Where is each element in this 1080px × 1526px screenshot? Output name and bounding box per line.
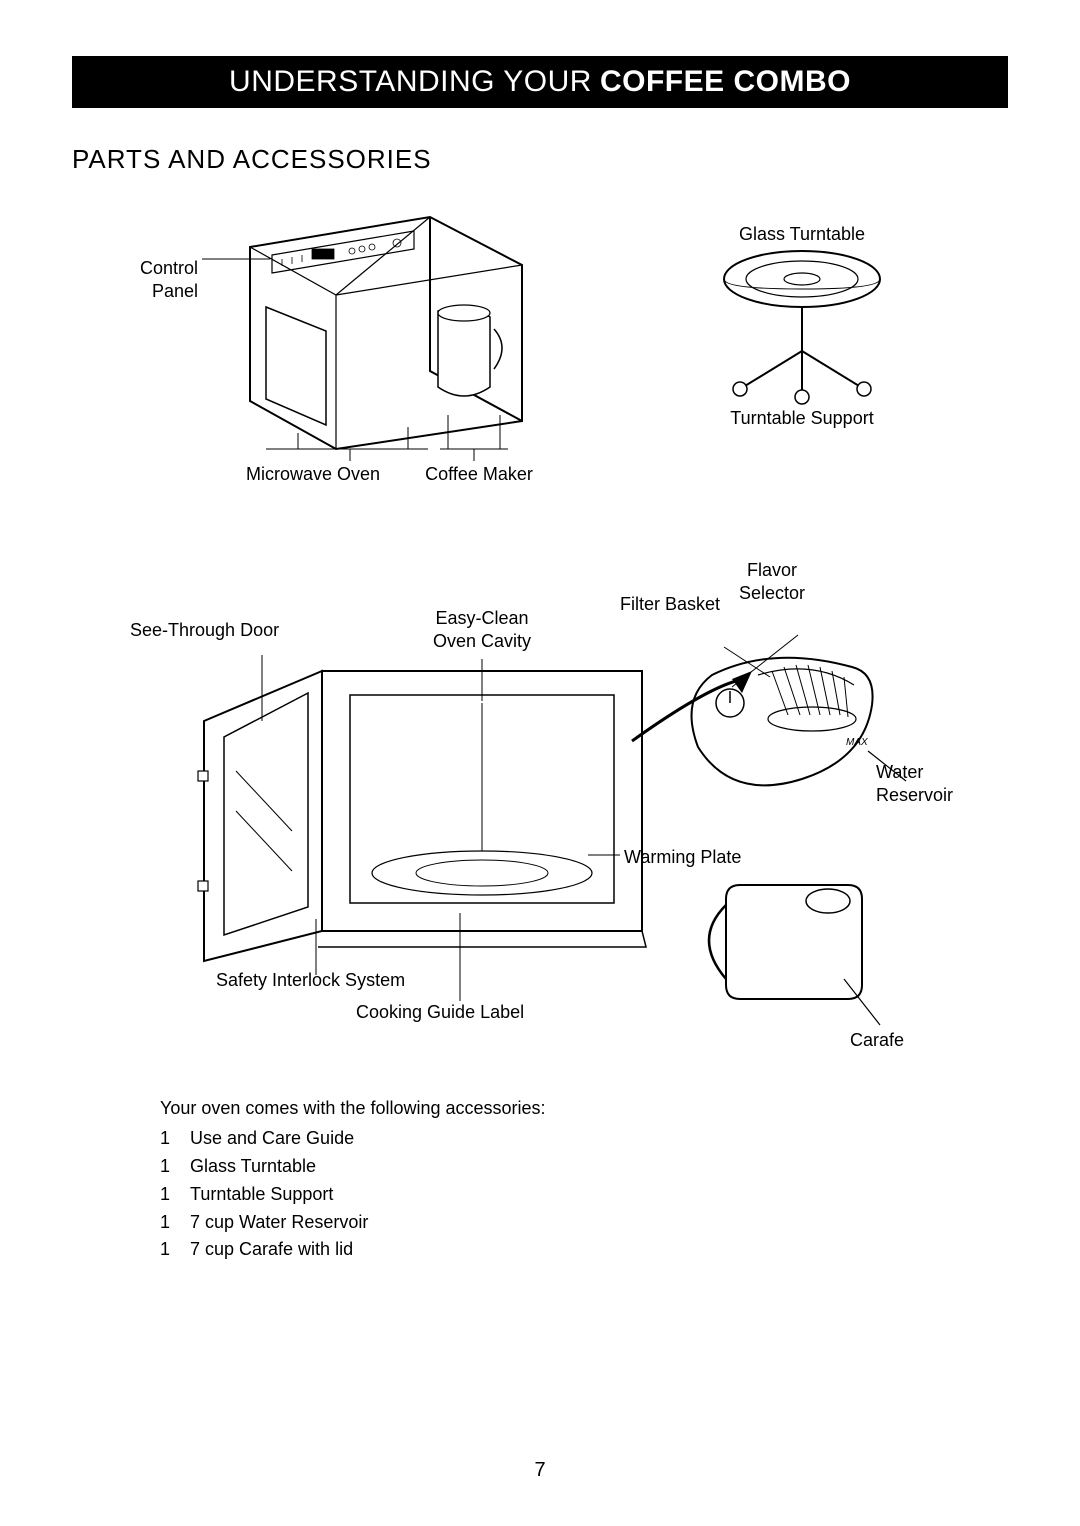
label-see-through-door: See-Through Door (130, 619, 279, 642)
label-easy-clean: Easy-CleanOven Cavity (402, 607, 562, 652)
unit-open-illustration: MAX (112, 631, 972, 1061)
label-coffee-maker: Coffee Maker (404, 463, 554, 486)
accessory-qty: 1 (160, 1125, 190, 1153)
svg-text:MAX: MAX (846, 737, 868, 748)
accessory-name: Use and Care Guide (190, 1125, 368, 1153)
accessory-row: 17 cup Carafe with lid (160, 1236, 368, 1264)
label-flavor-selector: FlavorSelector (722, 559, 822, 604)
accessory-qty: 1 (160, 1236, 190, 1264)
accessory-qty: 1 (160, 1209, 190, 1237)
accessory-row: 1Use and Care Guide (160, 1125, 368, 1153)
accessory-qty: 1 (160, 1181, 190, 1209)
label-filter-basket: Filter Basket (620, 593, 720, 616)
accessory-row: 17 cup Water Reservoir (160, 1209, 368, 1237)
header-banner: UNDERSTANDING YOUR COFFEE COMBO (72, 56, 1008, 108)
accessory-qty: 1 (160, 1153, 190, 1181)
label-warming-plate: Warming Plate (624, 846, 741, 869)
label-water-reservoir: WaterReservoir (876, 761, 986, 806)
accessory-name: Turntable Support (190, 1181, 368, 1209)
label-microwave-oven: Microwave Oven (228, 463, 398, 486)
label-glass-turntable: Glass Turntable (690, 223, 914, 246)
section-title: PARTS AND ACCESSORIES (72, 144, 1008, 175)
page-number: 7 (0, 1459, 1080, 1482)
label-carafe: Carafe (850, 1029, 904, 1052)
accessories-table: 1Use and Care Guide 1Glass Turntable 1Tu… (160, 1125, 368, 1264)
accessory-row: 1Turntable Support (160, 1181, 368, 1209)
accessory-name: 7 cup Carafe with lid (190, 1236, 368, 1264)
unit-exterior-illustration (202, 201, 542, 491)
accessory-name: Glass Turntable (190, 1153, 368, 1181)
header-bold-text: COFFEE COMBO (600, 65, 851, 99)
accessories-intro: Your oven comes with the following acces… (160, 1095, 1008, 1123)
accessory-name: 7 cup Water Reservoir (190, 1209, 368, 1237)
label-cooking-guide: Cooking Guide Label (356, 1001, 524, 1024)
accessories-block: Your oven comes with the following acces… (160, 1095, 1008, 1264)
label-control-panel: ControlPanel (110, 257, 198, 302)
label-safety-interlock: Safety Interlock System (216, 969, 405, 992)
accessory-row: 1Glass Turntable (160, 1153, 368, 1181)
header-light-text: UNDERSTANDING YOUR (229, 65, 592, 99)
label-turntable-support: Turntable Support (690, 407, 914, 430)
parts-diagram: MAX (72, 201, 1008, 1071)
